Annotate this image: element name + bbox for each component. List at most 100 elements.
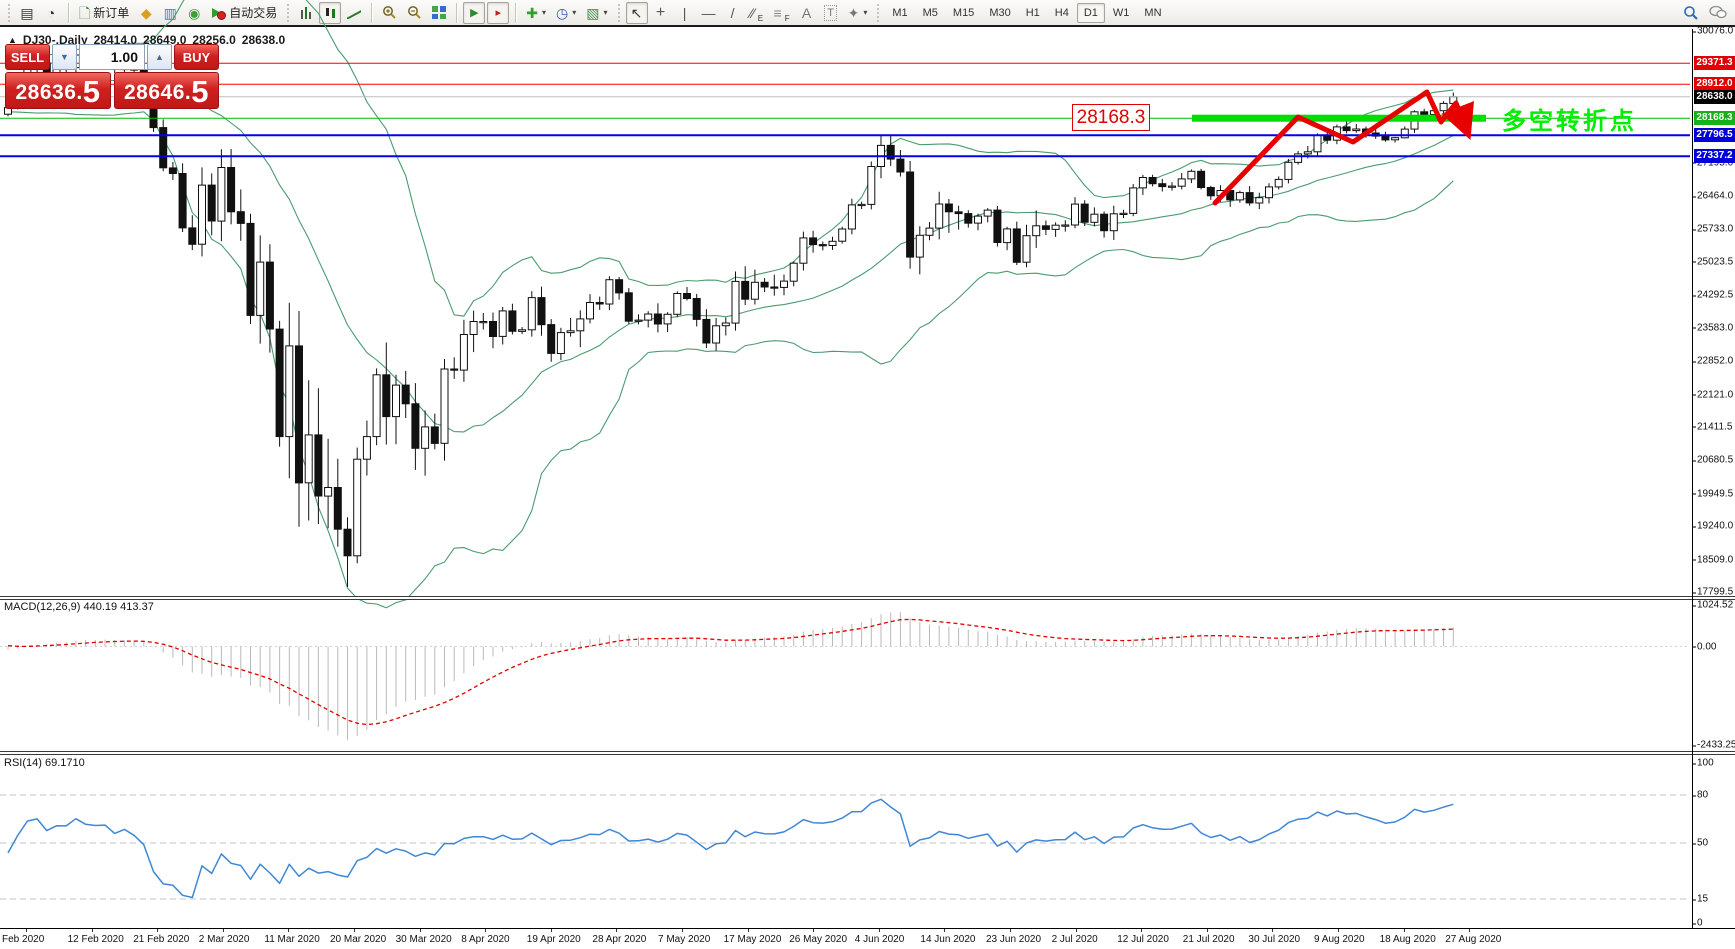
- trend-arrow[interactable]: [1212, 89, 1475, 206]
- timeframe-button-h4[interactable]: H4: [1054, 6, 1069, 19]
- date-tick-label: 20 Mar 2020: [330, 934, 387, 945]
- timeframe-button-w1[interactable]: W1: [1112, 6, 1130, 19]
- date-tick-mark: [1141, 929, 1143, 932]
- axis-tick-label: 30076.0: [1691, 25, 1734, 37]
- axis-tick-label: 17799.5: [1691, 586, 1734, 598]
- equidistant-channel-tool[interactable]: ⁄⁄ E: [746, 2, 768, 24]
- buy-button[interactable]: BUY: [174, 44, 219, 70]
- date-tick-label: 14 Jun 2020: [920, 934, 976, 945]
- support-zone-bar[interactable]: [1192, 114, 1486, 122]
- zoom-in-button[interactable]: [378, 2, 401, 24]
- toolbar-drag-handle[interactable]: [286, 2, 291, 23]
- toolbar-drag-handle[interactable]: [7, 2, 11, 23]
- date-tick-mark: [1272, 929, 1274, 932]
- date-tick-label: 17 May 2020: [723, 934, 782, 945]
- zoom-out-icon: [408, 6, 422, 19]
- separator: [68, 2, 69, 23]
- date-tick-label: 23 Jun 2020: [986, 934, 1042, 945]
- indicators-button[interactable]: ✚ ▾: [522, 2, 550, 24]
- chat-button[interactable]: [1705, 2, 1731, 24]
- date-tick-mark: [682, 929, 683, 932]
- text-tool[interactable]: A: [796, 2, 818, 24]
- timeframe-button-d1[interactable]: D1: [1076, 2, 1105, 23]
- date-tick-mark: [354, 929, 355, 932]
- data-window-icon[interactable]: ▥: [159, 2, 181, 24]
- sell-price: 28636.: [15, 81, 83, 104]
- tile-windows-button[interactable]: [428, 2, 450, 24]
- timeframe-button-m1[interactable]: M1: [892, 6, 908, 19]
- autotrading-label: 自动交易: [229, 6, 278, 20]
- fibonacci-tool[interactable]: ≡ F: [770, 2, 794, 24]
- auto-scroll-icon: ▶: [470, 6, 479, 19]
- volume-decrease-button[interactable]: ▼: [52, 44, 77, 70]
- terminal-icon[interactable]: ▤: [16, 2, 38, 24]
- new-order-icon: 🗋: [79, 4, 91, 21]
- price-level-badge: 27796.5: [1694, 128, 1735, 143]
- chevron-down-icon: ▾: [863, 8, 868, 17]
- ohlc-open: 28414.0: [93, 33, 138, 47]
- buy-price-button[interactable]: 28646. 5: [113, 72, 219, 109]
- axis-tick-label: 21411.5: [1691, 421, 1733, 433]
- autotrading-button[interactable]: 自动交易: [207, 2, 281, 24]
- chart-shift-icon: ▸: [495, 6, 502, 19]
- date-tick-label: 19 Apr 2020: [526, 934, 581, 945]
- separator: [456, 2, 458, 23]
- date-tick-mark: [157, 929, 159, 932]
- shapes-tool[interactable]: ✦ ▾: [844, 2, 872, 24]
- date-tick-mark: [616, 929, 618, 932]
- price-level-badge: 28638.0: [1694, 89, 1735, 104]
- pane-separator[interactable]: [0, 596, 1735, 600]
- timeframe-button-m15[interactable]: M15: [952, 6, 975, 19]
- price-axis-border: [1692, 29, 1693, 928]
- templates-button[interactable]: ▧ ▾: [582, 2, 611, 24]
- sell-button[interactable]: SELL: [5, 44, 50, 70]
- date-tick-label: 12 Jul 2020: [1117, 934, 1169, 945]
- cursor-tool-button[interactable]: ↖: [625, 1, 648, 24]
- timeframe-button-mn[interactable]: MN: [1144, 6, 1162, 19]
- volume-input[interactable]: [79, 44, 145, 70]
- chart-shift-button[interactable]: ▸: [487, 1, 510, 24]
- rsi-level-lines: [0, 794, 1690, 900]
- horizontal-line-tool[interactable]: —: [698, 2, 720, 24]
- collapse-triangle-icon[interactable]: ▲: [8, 35, 17, 45]
- channel-sub-label: E: [757, 13, 764, 23]
- price-level-badge: 29371.3: [1694, 56, 1735, 71]
- date-tick-mark: [1206, 929, 1208, 932]
- zoom-out-button[interactable]: [403, 2, 426, 24]
- text-label-tool[interactable]: T: [820, 2, 842, 24]
- volume-increase-button[interactable]: ▲: [147, 44, 172, 70]
- new-order-button[interactable]: 🗋 新订单: [75, 2, 133, 24]
- signals-icon[interactable]: ◉: [183, 2, 205, 24]
- pane-separator[interactable]: [0, 751, 1735, 755]
- periods-button[interactable]: ◷ ▾: [552, 2, 580, 24]
- vertical-line-tool[interactable]: |: [674, 2, 696, 24]
- date-tick-label: 2 Mar 2020: [198, 934, 250, 945]
- timeframe-button-m30[interactable]: M30: [989, 6, 1011, 19]
- market-watch-icon[interactable]: ◆: [135, 2, 157, 24]
- sell-price-fraction: 5: [82, 74, 100, 109]
- auto-scroll-button[interactable]: ▶: [463, 1, 486, 24]
- support-price-callout[interactable]: 28168.3: [1072, 104, 1150, 131]
- date-tick-mark: [878, 929, 880, 932]
- zoom-in-icon: [383, 6, 397, 19]
- price-level-badge: 28912.0: [1694, 77, 1735, 92]
- candlestick-chart-button[interactable]: [319, 1, 342, 24]
- trendline-tool[interactable]: /: [722, 2, 744, 24]
- turning-point-annotation[interactable]: 多空转折点: [1502, 108, 1637, 135]
- toolbar-drag-handle[interactable]: [616, 2, 621, 23]
- date-tick-label: 27 Aug 2020: [1445, 934, 1502, 945]
- strategy-tester-icon[interactable]: ◔: [40, 2, 62, 24]
- axis-tick-label: 19949.5: [1691, 488, 1734, 500]
- toolbar-drag-handle[interactable]: [876, 2, 881, 23]
- crosshair-icon: +: [655, 3, 666, 21]
- tester-glyph: ◔: [46, 4, 56, 21]
- price-level-badge: 28168.3: [1694, 111, 1735, 126]
- bar-chart-button[interactable]: [295, 2, 317, 24]
- timeframe-button-h1[interactable]: H1: [1025, 6, 1040, 19]
- sell-price-button[interactable]: 28636. 5: [5, 72, 111, 109]
- search-button[interactable]: [1679, 2, 1703, 24]
- crosshair-tool-button[interactable]: +: [650, 2, 672, 24]
- timeframe-button-m5[interactable]: M5: [922, 6, 938, 19]
